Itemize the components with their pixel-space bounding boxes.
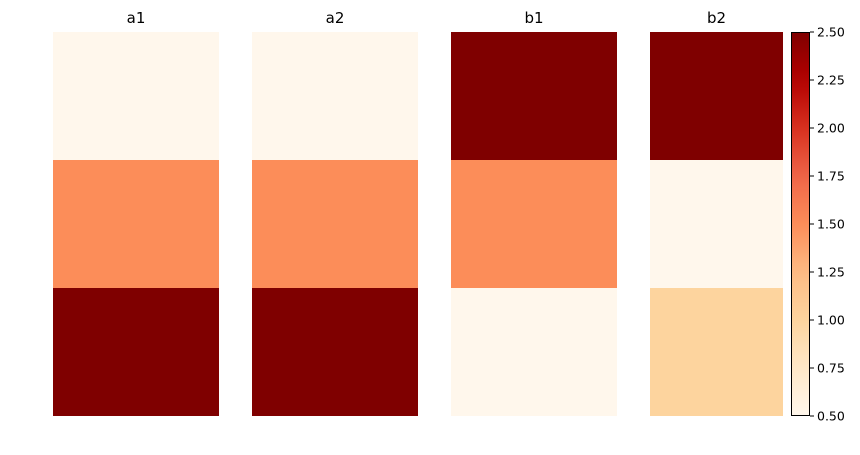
colorbar-tick-label: 0.50: [817, 409, 845, 424]
colorbar-tick-label: 1.25: [817, 265, 845, 280]
panel-title: a2: [326, 9, 345, 27]
heatmap-cell: [650, 160, 783, 288]
heatmap-cell: [451, 288, 617, 416]
heatmap-panel-b1: b1: [451, 9, 617, 416]
colorbar-gradient: [791, 32, 810, 416]
panel-title: b2: [707, 9, 726, 27]
colorbar-tick-label: 1.50: [817, 217, 845, 232]
colorbar-tick-label: 2.00: [817, 121, 845, 136]
heatmap-panel-a1: a1: [53, 9, 219, 416]
heatmap-panel-b2: b2: [650, 9, 783, 416]
colorbar-tick-label: 0.75: [817, 361, 845, 376]
heatmap-cell: [53, 288, 219, 416]
heatmap-cell: [252, 288, 418, 416]
panel-title: b1: [524, 9, 543, 27]
colorbar: 0.50 0.75 1.00 1.25 1.50 1.75 2.00 2.25 2.50: [791, 25, 845, 424]
heatmap-cell: [53, 32, 219, 160]
colorbar-tick-label: 2.25: [817, 73, 845, 88]
colorbar-frame: [791, 32, 810, 416]
heatmap-cell: [451, 32, 617, 160]
colorbar-tick-label: 2.50: [817, 25, 845, 40]
colorbar-tick-label: 1.00: [817, 313, 845, 328]
heatmap-cell: [252, 160, 418, 288]
panel-title: a1: [127, 9, 146, 27]
heatmap-cell: [252, 32, 418, 160]
heatmap-cell: [650, 32, 783, 160]
heatmap-panel-a2: a2: [252, 9, 418, 416]
heatmap-cell: [53, 160, 219, 288]
heatmap-cell: [451, 160, 617, 288]
colorbar-tick-label: 1.75: [817, 169, 845, 184]
heatmap-cell: [650, 288, 783, 416]
